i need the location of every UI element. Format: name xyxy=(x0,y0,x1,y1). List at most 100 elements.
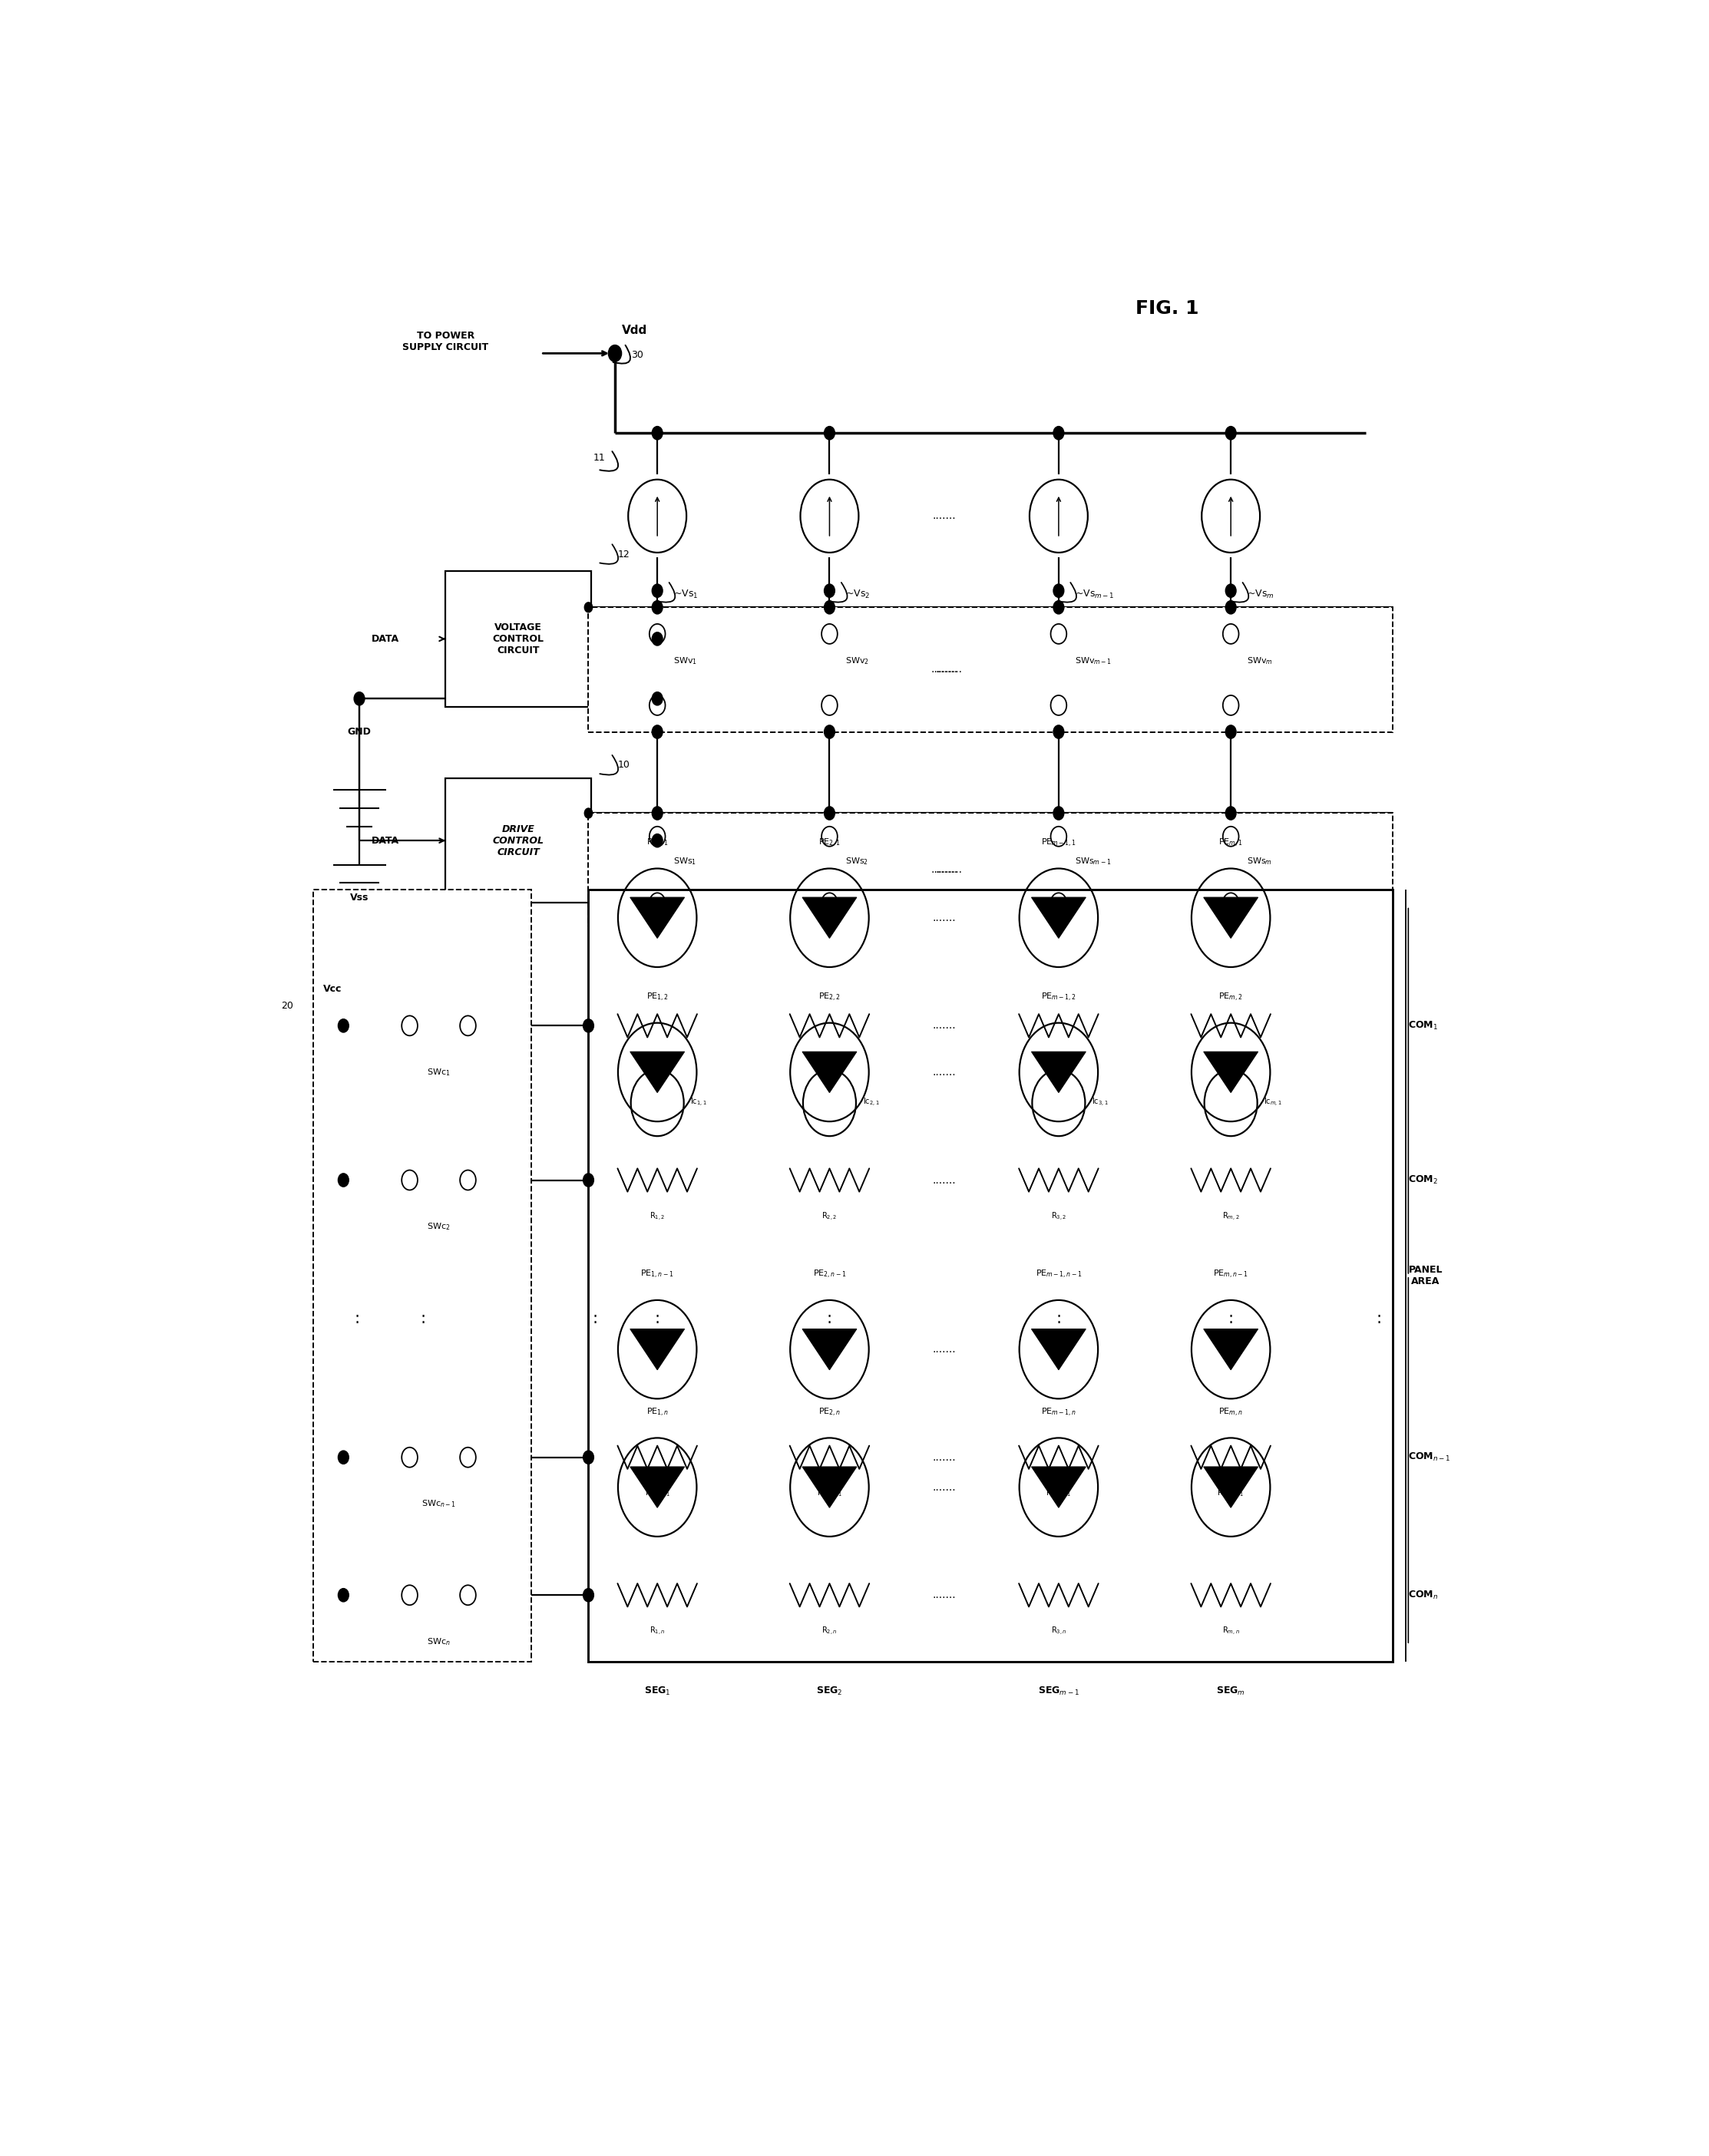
Text: ........: ........ xyxy=(935,865,962,875)
Text: ~Vs$_2$: ~Vs$_2$ xyxy=(846,589,870,599)
Text: COM$_1$: COM$_1$ xyxy=(1408,1020,1439,1031)
Text: Ic$_{m,1}$: Ic$_{m,1}$ xyxy=(1265,1097,1282,1108)
Circle shape xyxy=(338,1589,349,1602)
Circle shape xyxy=(824,584,834,597)
Text: :: : xyxy=(593,1311,598,1326)
Circle shape xyxy=(338,1173,349,1186)
Text: PE$_{1,2}$: PE$_{1,2}$ xyxy=(646,992,668,1003)
Text: R$_{2,1}$: R$_{2,1}$ xyxy=(822,1056,837,1067)
Polygon shape xyxy=(1203,897,1258,938)
Polygon shape xyxy=(631,1466,685,1507)
Text: SEG$_2$: SEG$_2$ xyxy=(817,1686,843,1697)
Circle shape xyxy=(338,1020,349,1033)
Text: PE$_{m,1}$: PE$_{m,1}$ xyxy=(1219,837,1242,849)
Polygon shape xyxy=(1203,1466,1258,1507)
Text: .......: ....... xyxy=(933,1589,955,1600)
Circle shape xyxy=(1053,602,1065,614)
Text: SWv$_{m-1}$: SWv$_{m-1}$ xyxy=(1075,655,1111,666)
Text: ~Vs$_m$: ~Vs$_m$ xyxy=(1248,589,1273,599)
Circle shape xyxy=(653,834,663,847)
Text: .......: ....... xyxy=(933,1067,955,1078)
Text: Ic$_{2,1}$: Ic$_{2,1}$ xyxy=(863,1097,880,1108)
Text: SEG$_{m-1}$: SEG$_{m-1}$ xyxy=(1037,1686,1080,1697)
Circle shape xyxy=(824,806,834,819)
Text: R$_{m,n-1}$: R$_{m,n-1}$ xyxy=(1217,1488,1244,1501)
Text: PANEL
AREA: PANEL AREA xyxy=(1408,1266,1442,1287)
Circle shape xyxy=(583,1173,593,1186)
Text: PE$_{2,n-1}$: PE$_{2,n-1}$ xyxy=(813,1270,846,1281)
Polygon shape xyxy=(631,1328,685,1369)
Text: ~Vs$_{m-1}$: ~Vs$_{m-1}$ xyxy=(1075,589,1114,599)
Circle shape xyxy=(653,724,663,740)
Text: SWs$_1$: SWs$_1$ xyxy=(673,856,696,867)
Circle shape xyxy=(1225,806,1236,819)
Text: :: : xyxy=(420,1311,426,1326)
Polygon shape xyxy=(631,897,685,938)
Text: PE$_{2,1}$: PE$_{2,1}$ xyxy=(819,837,841,849)
Circle shape xyxy=(583,1589,593,1602)
Circle shape xyxy=(583,1020,593,1033)
Text: R$_{2,n-1}$: R$_{2,n-1}$ xyxy=(817,1488,843,1501)
Text: R$_{2,2}$: R$_{2,2}$ xyxy=(822,1212,837,1222)
Text: ~Vs$_1$: ~Vs$_1$ xyxy=(673,589,697,599)
Text: SWs$_2$: SWs$_2$ xyxy=(846,856,868,867)
Text: PE$_{1,n-1}$: PE$_{1,n-1}$ xyxy=(641,1270,673,1281)
Bar xyxy=(588,813,1393,927)
Text: .......: ....... xyxy=(933,511,955,522)
Text: SWc$_2$: SWc$_2$ xyxy=(427,1220,451,1231)
Circle shape xyxy=(653,584,663,597)
Text: :: : xyxy=(1376,1311,1383,1326)
Text: 10: 10 xyxy=(617,761,631,770)
Polygon shape xyxy=(1032,1466,1085,1507)
Text: .......: ....... xyxy=(933,1020,955,1031)
Text: R$_{1,2}$: R$_{1,2}$ xyxy=(649,1212,665,1222)
Text: SWc$_1$: SWc$_1$ xyxy=(427,1067,451,1078)
Polygon shape xyxy=(1032,897,1085,938)
Circle shape xyxy=(1053,724,1065,740)
Circle shape xyxy=(584,602,593,612)
Text: DATA: DATA xyxy=(371,837,398,845)
Text: DRIVE
CONTROL
CIRCUIT: DRIVE CONTROL CIRCUIT xyxy=(492,824,543,858)
Text: :: : xyxy=(1056,1311,1061,1326)
Polygon shape xyxy=(802,1466,856,1507)
Text: FIG. 1: FIG. 1 xyxy=(1135,300,1200,317)
Text: 20: 20 xyxy=(280,1000,294,1011)
Text: SEG$_1$: SEG$_1$ xyxy=(644,1686,670,1697)
Text: PE$_{2,2}$: PE$_{2,2}$ xyxy=(819,992,841,1003)
Text: ........: ........ xyxy=(931,664,957,675)
Text: .......: ....... xyxy=(933,1175,955,1186)
Text: .......: ....... xyxy=(933,1451,955,1462)
Text: R$_{m,1}$: R$_{m,1}$ xyxy=(1222,1056,1239,1067)
Text: Ic$_{1,1}$: Ic$_{1,1}$ xyxy=(690,1097,708,1108)
Circle shape xyxy=(1053,584,1065,597)
Text: R$_{1,n-1}$: R$_{1,n-1}$ xyxy=(644,1488,670,1501)
Circle shape xyxy=(653,806,663,819)
Circle shape xyxy=(824,427,834,440)
Text: PE$_{m-1,1}$: PE$_{m-1,1}$ xyxy=(1041,837,1077,849)
Bar xyxy=(446,778,591,903)
Text: PE$_{m-1,n}$: PE$_{m-1,n}$ xyxy=(1041,1406,1077,1419)
Text: PE$_{1,1}$: PE$_{1,1}$ xyxy=(646,837,668,849)
Circle shape xyxy=(354,692,364,705)
Text: :: : xyxy=(655,1311,660,1326)
Text: COM$_n$: COM$_n$ xyxy=(1408,1589,1439,1602)
Text: R$_{3,1}$: R$_{3,1}$ xyxy=(1051,1056,1066,1067)
Text: ........: ........ xyxy=(931,865,957,875)
Text: :: : xyxy=(354,1311,359,1326)
Circle shape xyxy=(1225,427,1236,440)
Polygon shape xyxy=(802,1328,856,1369)
Text: :: : xyxy=(1229,1311,1234,1326)
Text: 30: 30 xyxy=(631,349,643,360)
Text: ........: ........ xyxy=(935,664,962,675)
Circle shape xyxy=(1053,427,1065,440)
Circle shape xyxy=(608,345,622,362)
Text: COM$_{n-1}$: COM$_{n-1}$ xyxy=(1408,1451,1451,1464)
Polygon shape xyxy=(1032,1052,1085,1093)
Text: 11: 11 xyxy=(593,453,605,464)
Text: SWv$_m$: SWv$_m$ xyxy=(1248,655,1273,666)
Circle shape xyxy=(653,632,663,645)
Circle shape xyxy=(583,1451,593,1464)
Circle shape xyxy=(653,427,663,440)
Polygon shape xyxy=(1032,1328,1085,1369)
Circle shape xyxy=(824,724,834,740)
